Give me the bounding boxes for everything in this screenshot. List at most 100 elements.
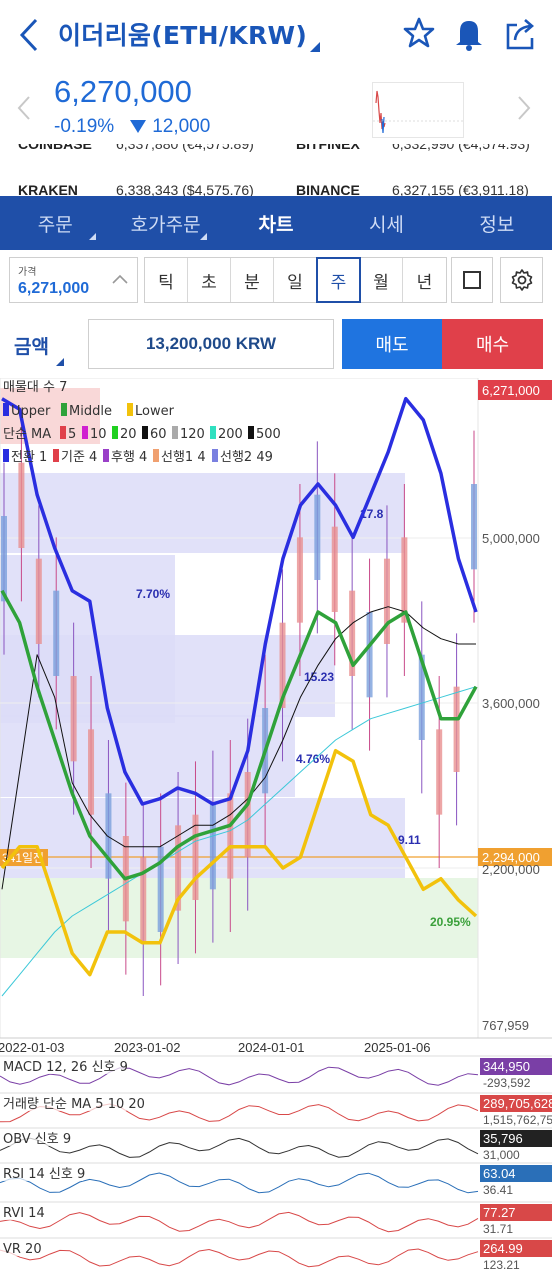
tab-chart[interactable]: 차트	[258, 213, 294, 236]
period-minute-button[interactable]: 분	[231, 258, 274, 302]
chart-type-button[interactable]	[451, 257, 493, 303]
y-tick-label: 3,600,000	[482, 696, 540, 711]
candle-body	[296, 537, 303, 623]
chart-settings-button[interactable]	[500, 257, 543, 303]
legend-label: 500	[256, 427, 281, 442]
star-icon[interactable]	[402, 14, 436, 52]
indicator-label: RSI 14 신호 9	[3, 1167, 85, 1182]
price-label: 가격	[18, 267, 37, 278]
square-icon	[463, 271, 481, 289]
indicator-line	[0, 1137, 479, 1158]
price-selector[interactable]: 가격 6,271,000	[9, 257, 138, 303]
exchange-prices: COINBASE 6,337,880 (€4,575.89) BITFINEX …	[0, 144, 552, 196]
indicator-label: OBV 신호 9	[3, 1132, 71, 1147]
buy-button[interactable]: 매수	[442, 319, 543, 369]
bell-icon[interactable]	[452, 14, 486, 52]
candle-body	[1, 516, 7, 602]
indicator-label-bg	[0, 1130, 69, 1146]
candle-body	[314, 494, 321, 580]
exchange-row: KRAKEN 6,338,343 ($4,575.76) BINANCE 6,3…	[0, 182, 552, 196]
tab-quote-order[interactable]: 호가주문	[110, 196, 220, 250]
legend-label: Upper	[11, 404, 51, 419]
period-selector: 틱 초 분 일 주 월 년	[144, 257, 447, 303]
indicator-label: VR 20	[3, 1242, 42, 1257]
price-value: 6,271,000	[18, 280, 90, 297]
price-chart[interactable]: 341일전 17.8 7.70% 15.23 4.76% 9.11 20.95% 6,271,…	[0, 377, 552, 1280]
exchange-value: 6,337,880 (€4,575.89)	[116, 144, 254, 152]
indicator-label-bg	[0, 1058, 127, 1074]
legend-swatch	[60, 426, 66, 439]
candle-body	[157, 846, 164, 932]
title-dropdown-icon[interactable]	[310, 42, 320, 52]
period-week-button[interactable]: 주	[316, 257, 361, 303]
indicator-sub-value: 31.71	[483, 1222, 513, 1236]
exchange-value: 6,338,343 ($4,575.76)	[116, 182, 254, 196]
page-title[interactable]: 이더리움(ETH/KRW)	[58, 21, 308, 50]
legend-label: 10	[90, 427, 107, 442]
dropdown-corner-icon	[89, 233, 97, 240]
period-second-button[interactable]: 초	[188, 258, 231, 302]
candle-body	[349, 590, 356, 676]
exchange-row: COINBASE 6,337,880 (€4,575.89) BITFINEX …	[0, 144, 552, 156]
volume-profile-percent: 20.95%	[430, 915, 471, 929]
candle-body	[88, 729, 95, 815]
legend-swatch	[61, 403, 67, 416]
volume-profile-label: 매물대 수 7	[3, 380, 67, 395]
ma-200-line	[1, 686, 477, 997]
tab-info[interactable]: 정보	[479, 213, 515, 236]
legend-swatch	[210, 426, 216, 439]
current-price-axis-label: 6,271,000	[482, 383, 540, 398]
indicator-label: MACD 12, 26 신호 9	[3, 1060, 128, 1075]
legend-swatch	[153, 449, 159, 462]
x-tick-label: 2024-01-01	[238, 1040, 305, 1055]
prev-coin-button[interactable]	[16, 94, 32, 129]
volume-profile-bar	[0, 878, 478, 958]
chart-canvas[interactable]: 341일전17.87.70%15.234.76%9.1120.95%6,271,…	[0, 377, 552, 1280]
share-icon[interactable]	[504, 14, 538, 52]
period-year-button[interactable]: 년	[416, 272, 433, 293]
candle-body	[227, 793, 234, 879]
exchange-value: 6,332,990 (€4,574.93)	[392, 144, 530, 152]
back-button[interactable]	[14, 14, 48, 56]
volume-profile-percent: 15.23	[304, 670, 334, 684]
legend-label: 200	[218, 427, 243, 442]
indicator-value-tag	[480, 1058, 552, 1075]
candle-body	[366, 612, 373, 698]
indicator-label: 거래량 단순 MA 5 10 20	[3, 1097, 145, 1112]
candle-body	[70, 676, 77, 762]
period-day-button[interactable]: 일	[274, 258, 317, 302]
chevron-left-icon	[19, 18, 38, 52]
tab-order[interactable]: 주문	[0, 196, 110, 250]
price-change: -0.19% 12,000	[54, 116, 210, 138]
volume-profile-percent: 4.76%	[296, 752, 330, 766]
next-coin-button[interactable]	[516, 94, 532, 129]
period-tick-button[interactable]: 틱	[145, 258, 188, 302]
change-amount: 12,000	[152, 116, 211, 137]
indicator-label-bg	[0, 1204, 48, 1220]
y-tick-label: 2,200,000	[482, 862, 540, 877]
indicator-label: RVI 14	[3, 1206, 45, 1221]
tab-market[interactable]: 시세	[368, 213, 404, 236]
indicator-line	[0, 1172, 479, 1194]
indicator-value-tag	[480, 1165, 552, 1182]
legend-label: Lower	[135, 404, 175, 419]
legend-label: 선행1 4	[161, 449, 206, 465]
legend-swatch	[112, 426, 118, 439]
indicator-label-bg	[0, 1240, 40, 1256]
legend-swatch	[212, 449, 218, 462]
amount-input[interactable]: 13,200,000 KRW	[88, 319, 334, 369]
indicator-value: 77.27	[483, 1205, 516, 1220]
period-month-button[interactable]: 월	[360, 258, 403, 302]
indicator-label-bg	[0, 1165, 84, 1181]
dropdown-corner-icon[interactable]	[56, 358, 64, 366]
mini-chart[interactable]	[372, 82, 464, 138]
candle-body	[279, 622, 286, 708]
exchange-name: KRAKEN	[18, 182, 78, 196]
candle-body	[244, 772, 251, 858]
amount-type-selector[interactable]: 금액	[14, 336, 49, 358]
current-price: 6,270,000	[54, 74, 192, 109]
indicator-line	[0, 1103, 479, 1123]
exchange-name: COINBASE	[18, 144, 92, 152]
sell-button[interactable]: 매도	[342, 319, 442, 369]
legend-swatch	[248, 426, 254, 439]
